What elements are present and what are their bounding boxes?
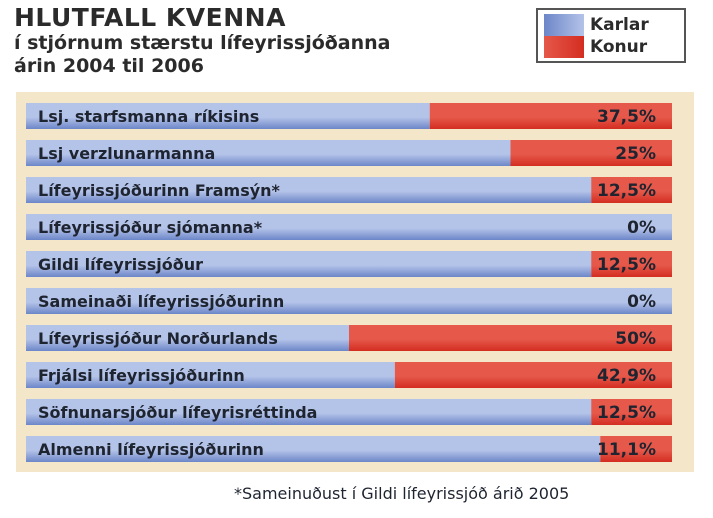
legend-label-konur: Konur: [590, 37, 648, 57]
bar-karlar-1: [26, 140, 511, 166]
category-label-4: Gildi lífeyrissjóður: [38, 255, 203, 274]
value-label-6: 50%: [615, 329, 656, 349]
bar-chart: Lsj. starfsmanna ríkisins 37,5% Lsj verzlu…: [26, 103, 672, 462]
bar-konur-7: [394, 362, 672, 388]
bar-karlar-7: [26, 362, 395, 388]
category-label-5: Sameinaði lífeyrissjóðurinn: [38, 292, 284, 311]
bar-konur-6: [349, 325, 672, 351]
bar-karlar-4: [26, 251, 592, 277]
bar-konur-8: [591, 399, 672, 425]
category-label-7: Frjálsi lífeyrissjóðurinn: [38, 366, 245, 385]
legend-item-konur: Konur: [544, 36, 680, 58]
legend: Karlar Konur: [536, 8, 686, 63]
category-label-0: Lsj. starfsmanna ríkisins: [38, 107, 259, 126]
legend-swatch-konur: [544, 36, 584, 58]
value-label-3: 0%: [627, 218, 656, 238]
value-label-9: 11,1%: [597, 440, 656, 460]
value-label-4: 12,5%: [597, 255, 656, 275]
value-label-2: 12,5%: [597, 181, 656, 201]
value-label-7: 42,9%: [597, 366, 656, 386]
bar-konur-9: [600, 436, 672, 462]
footnote: *Sameinuðust í Gildi lífeyrissjóð árið 2…: [234, 484, 570, 503]
bar-konur-1: [510, 140, 672, 166]
legend-swatch-karlar: [544, 14, 584, 36]
bar-konur-2: [591, 177, 672, 203]
category-label-3: Lífeyrissjóður sjómanna*: [38, 218, 263, 237]
bar-karlar-8: [26, 399, 592, 425]
bar-karlar-0: [26, 103, 430, 129]
bar-karlar-3: [26, 214, 672, 240]
chart-panel: Lsj. starfsmanna ríkisins 37,5% Lsj verzlu…: [16, 92, 694, 472]
value-label-1: 25%: [615, 144, 656, 164]
chart-title: HLUTFALL KVENNA: [14, 3, 286, 32]
chart-subtitle-line1: í stjórnum stærstu lífeyrissjóðanna: [14, 32, 391, 54]
chart-subtitle-line2: árin 2004 til 2006: [14, 55, 204, 77]
title-block: HLUTFALL KVENNA í stjórnum stærstu lífey…: [14, 4, 391, 78]
bar-karlar-9: [26, 436, 601, 462]
value-label-0: 37,5%: [597, 107, 656, 127]
bar-karlar-2: [26, 177, 592, 203]
category-label-9: Almenni lífeyrissjóðurinn: [38, 440, 264, 459]
legend-label-karlar: Karlar: [590, 15, 649, 35]
category-label-1: Lsj verzlunarmanna: [38, 144, 215, 163]
value-label-5: 0%: [627, 292, 656, 312]
category-label-8: Söfnunarsjóður lífeyrisréttinda: [38, 403, 317, 422]
bar-konur-4: [591, 251, 672, 277]
category-label-2: Lífeyrissjóðurinn Framsýn*: [38, 181, 281, 200]
bar-karlar-5: [26, 288, 672, 314]
bar-konur-0: [429, 103, 672, 129]
bar-karlar-6: [26, 325, 349, 351]
value-label-8: 12,5%: [597, 403, 656, 423]
legend-item-karlar: Karlar: [544, 14, 680, 36]
category-label-6: Lífeyrissjóður Norðurlands: [38, 329, 278, 348]
